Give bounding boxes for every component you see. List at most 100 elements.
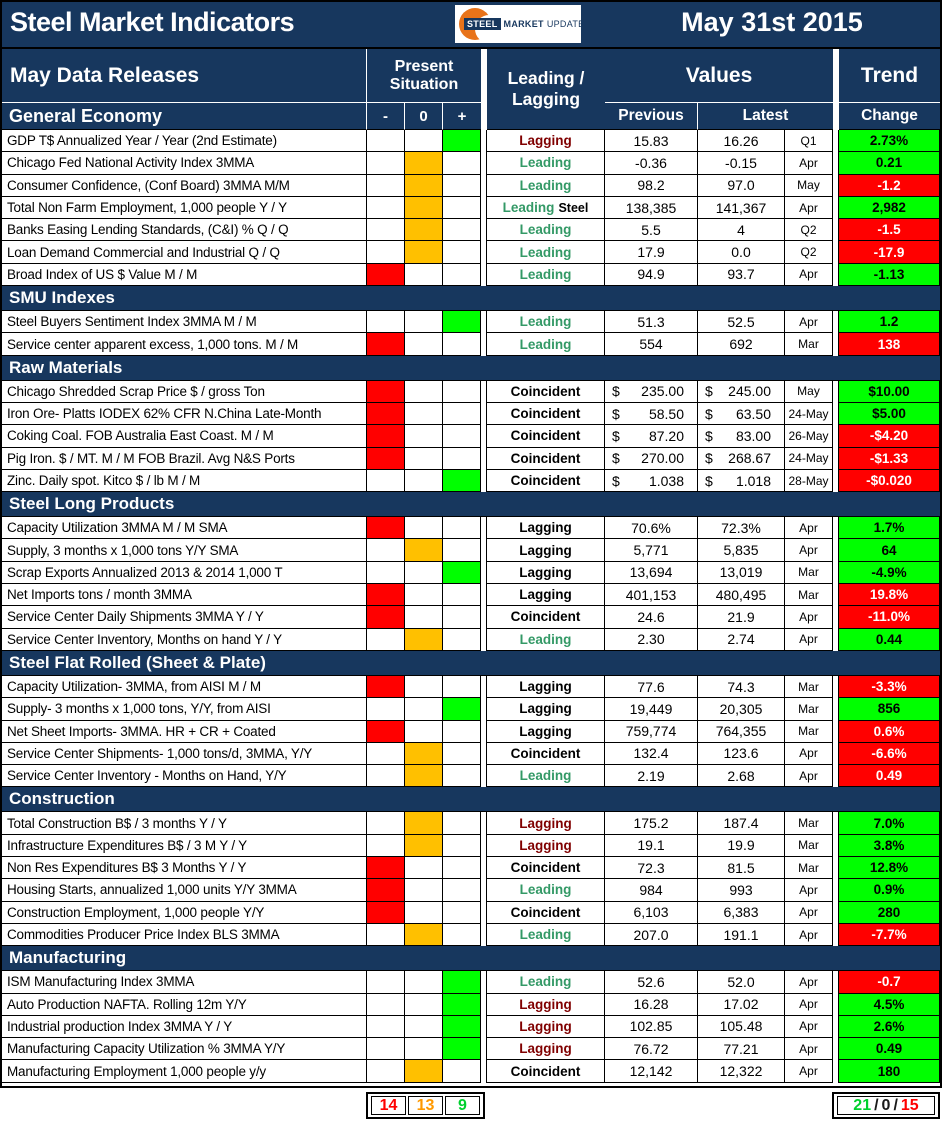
header-data-releases: May Data Releases (2, 49, 367, 102)
change-cell: 1.7% (839, 517, 940, 540)
month-cell: 24-May (785, 447, 833, 470)
previous-value: 13,694 (605, 561, 698, 585)
previous-value: 401,153 (605, 584, 698, 607)
trend-counts-box: 21 / 0 / 15 (832, 1092, 940, 1119)
section-header: Steel Flat Rolled (Sheet & Plate) (2, 650, 940, 676)
situation-plus-cell (443, 174, 481, 197)
situation-zero-cell (405, 402, 443, 426)
latest-value: 72.3% (698, 517, 785, 540)
month-cell: Apr (785, 196, 833, 220)
month-cell: Mar (785, 675, 833, 699)
situation-minus-cell (367, 469, 405, 493)
latest-value: $245.00 (698, 380, 785, 403)
column-header-block: May Data Releases Present Situation Lead… (2, 49, 940, 130)
situation-plus-cell (443, 241, 481, 264)
column-spacer (481, 720, 487, 743)
latest-value: 105.48 (698, 1015, 785, 1039)
count-neutral: 13 (408, 1096, 443, 1115)
situation-minus-cell (367, 425, 405, 448)
column-spacer (481, 879, 487, 902)
table-row: Chicago Shredded Scrap Price $ / gross T… (2, 380, 940, 403)
indicator-cell: Leading (487, 174, 605, 197)
table-row: Total Construction B$ / 3 months Y / Y La… (2, 812, 940, 835)
row-label: Chicago Fed National Activity Index 3MMA (2, 152, 367, 175)
table-row: ISM Manufacturing Index 3MMA Leading 52.6 5… (2, 971, 940, 994)
latest-value: 764,355 (698, 720, 785, 743)
month-cell: Apr (785, 152, 833, 175)
situation-plus-cell (443, 993, 481, 1016)
previous-value: 5,771 (605, 539, 698, 562)
change-cell: 2.6% (839, 1015, 940, 1039)
indicator-cell: Lagging (487, 539, 605, 562)
change-cell: -4.9% (839, 561, 940, 585)
month-cell: Mar (785, 834, 833, 858)
row-label: Service Center Inventory, Months on hand… (2, 628, 367, 651)
latest-value: 13,019 (698, 561, 785, 585)
column-spacer (833, 1060, 839, 1083)
column-spacer (833, 263, 839, 287)
table-row: Loan Demand Commercial and Industrial Q … (2, 241, 940, 264)
latest-value: 16.26 (698, 130, 785, 153)
table-row: Banks Easing Lending Standards, (C&I) % … (2, 219, 940, 242)
situation-zero-cell (405, 584, 443, 607)
table-row: Commodities Producer Price Index BLS 3MM… (2, 923, 940, 947)
latest-value: 81.5 (698, 857, 785, 880)
bottom-double-border-gap (2, 1082, 940, 1086)
row-label: Steel Buyers Sentiment Index 3MMA M / M (2, 311, 367, 334)
latest-value: 993 (698, 879, 785, 902)
situation-zero-cell (405, 879, 443, 902)
column-spacer (833, 402, 839, 426)
previous-value: 2.30 (605, 628, 698, 651)
situation-plus-cell (443, 380, 481, 403)
situation-zero-cell (405, 1015, 443, 1039)
section-header: Construction (2, 787, 940, 813)
previous-value: 19.1 (605, 834, 698, 858)
situation-plus-cell (443, 425, 481, 448)
row-label: Manufacturing Capacity Utilization % 3MM… (2, 1038, 367, 1061)
situation-zero-cell (405, 517, 443, 540)
row-label: Capacity Utilization 3MMA M / M SMA (2, 517, 367, 540)
header-zero: 0 (405, 102, 443, 130)
indicator-cell: Lagging (487, 561, 605, 585)
latest-value: $83.00 (698, 425, 785, 448)
situation-plus-cell (443, 219, 481, 242)
column-spacer (833, 539, 839, 562)
column-spacer (481, 380, 487, 403)
previous-value: 984 (605, 879, 698, 902)
situation-minus-cell (367, 971, 405, 994)
situation-minus-cell (367, 241, 405, 264)
column-spacer (481, 241, 487, 264)
previous-value: 19,449 (605, 698, 698, 721)
column-spacer (481, 923, 487, 947)
situation-plus-cell (443, 447, 481, 470)
header-minus: - (367, 102, 405, 130)
table-row: Zinc. Daily spot. Kitco $ / lb M / M Coin… (2, 469, 940, 493)
latest-value: 0.0 (698, 241, 785, 264)
situation-plus-cell (443, 675, 481, 699)
situation-minus-cell (367, 1038, 405, 1061)
month-cell: Apr (785, 765, 833, 788)
situation-zero-cell (405, 447, 443, 470)
row-label: Loan Demand Commercial and Industrial Q … (2, 241, 367, 264)
previous-value: 15.83 (605, 130, 698, 153)
previous-value: 102.85 (605, 1015, 698, 1039)
situation-zero-cell (405, 812, 443, 835)
table-row: Infrastructure Expenditures B$ / 3 M Y /… (2, 834, 940, 858)
indicator-cell: Leading (487, 311, 605, 334)
change-cell: -$1.33 (839, 447, 940, 470)
indicator-cell: Lagging (487, 675, 605, 699)
situation-minus-cell (367, 765, 405, 788)
situation-plus-cell (443, 517, 481, 540)
previous-value: 98.2 (605, 174, 698, 197)
situation-plus-cell (443, 923, 481, 947)
situation-zero-cell (405, 196, 443, 220)
situation-zero-cell (405, 606, 443, 629)
row-label: Pig Iron. $ / MT. M / M FOB Brazil. Avg … (2, 447, 367, 470)
change-cell: 64 (839, 539, 940, 562)
month-cell: Apr (785, 901, 833, 924)
column-spacer (481, 311, 487, 334)
column-spacer (833, 675, 839, 699)
table-row: Housing Starts, annualized 1,000 units Y… (2, 879, 940, 902)
situation-plus-cell (443, 1060, 481, 1083)
header-values: Values (605, 49, 833, 102)
